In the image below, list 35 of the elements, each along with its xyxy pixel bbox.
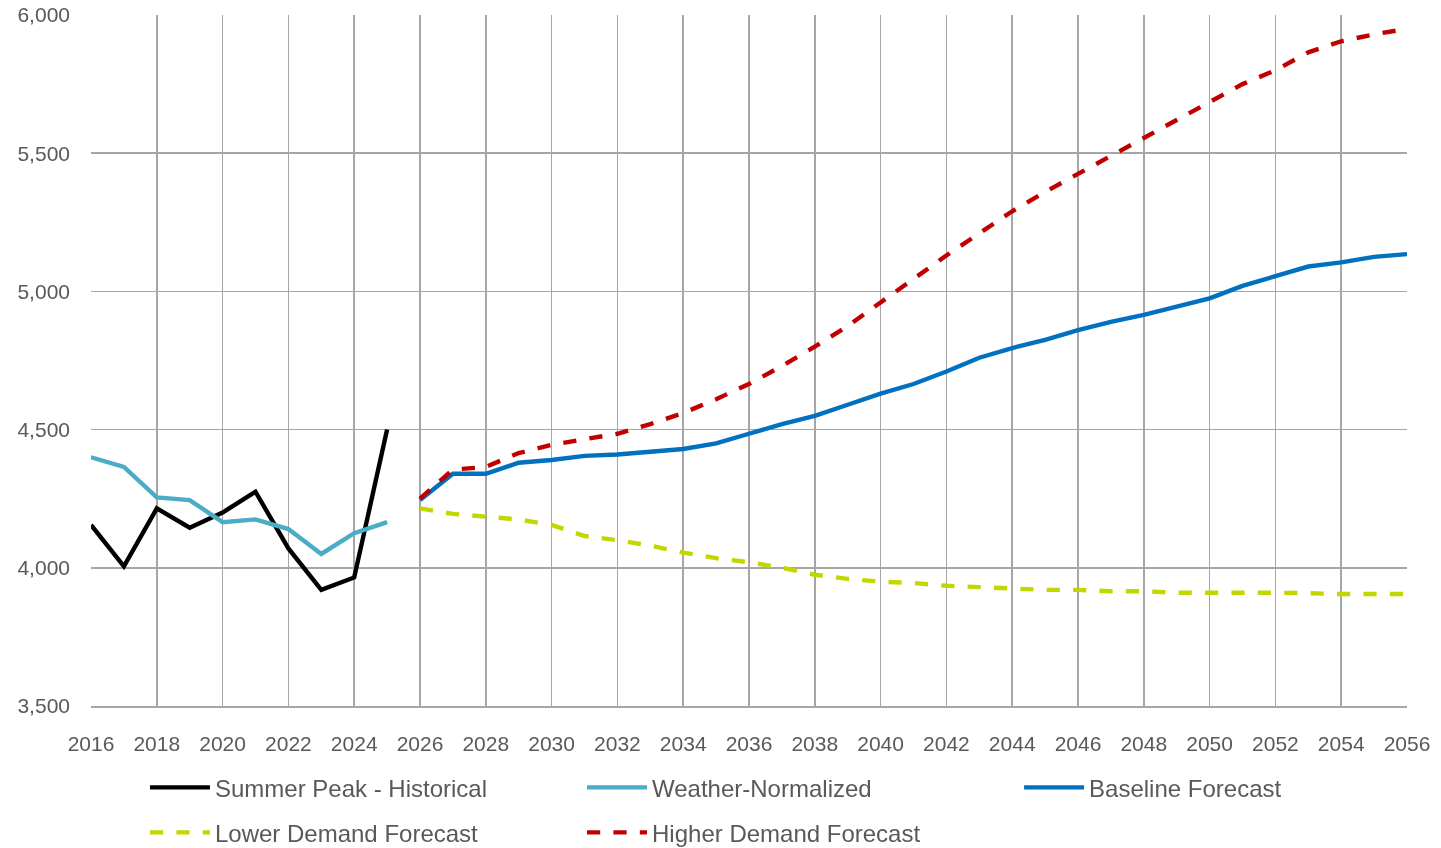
legend-label: Higher Demand Forecast [652,819,921,847]
y-tick-label: 4,500 [17,417,70,441]
x-tick-label: 2022 [265,731,312,755]
y-tick-label: 3,500 [17,694,70,718]
x-tick-label: 2048 [1120,731,1168,755]
x-tick-label: 2024 [330,731,378,755]
x-tick-label: 2040 [857,731,904,755]
x-tick-label: 2054 [1317,731,1365,755]
x-tick-label: 2030 [528,731,575,755]
x-tick-label: 2020 [199,731,246,755]
x-tick-label: 2038 [791,731,839,755]
legend-label: Lower Demand Forecast [214,819,479,847]
y-tick-label: 6,000 [17,3,70,27]
x-tick-label: 2056 [1383,731,1431,755]
x-tick-label: 2044 [988,731,1036,755]
x-tick-label: 2036 [725,731,773,755]
x-tick-label: 2032 [594,731,641,755]
line-series [91,427,390,593]
line-series [91,455,390,557]
y-tick-label: 5,000 [17,279,70,303]
x-tick-label: 2018 [133,731,181,755]
legend-label: Baseline Forecast [1089,774,1282,802]
x-tick-label: 2046 [1054,731,1102,755]
x-tick-label: 2028 [462,731,510,755]
y-tick-label: 4,000 [17,556,70,580]
y-tick-label: 5,500 [17,141,70,165]
line-series [417,251,1407,503]
x-tick-label: 2034 [659,731,707,755]
x-tick-label: 2050 [1186,731,1233,755]
x-tick-label: 2052 [1252,731,1299,755]
x-tick-label: 2042 [923,731,970,755]
legend-label: Summer Peak - Historical [214,774,488,802]
legend-label: Weather-Normalized [652,774,872,802]
x-tick-label: 2016 [67,731,115,755]
x-tick-label: 2026 [396,731,444,755]
